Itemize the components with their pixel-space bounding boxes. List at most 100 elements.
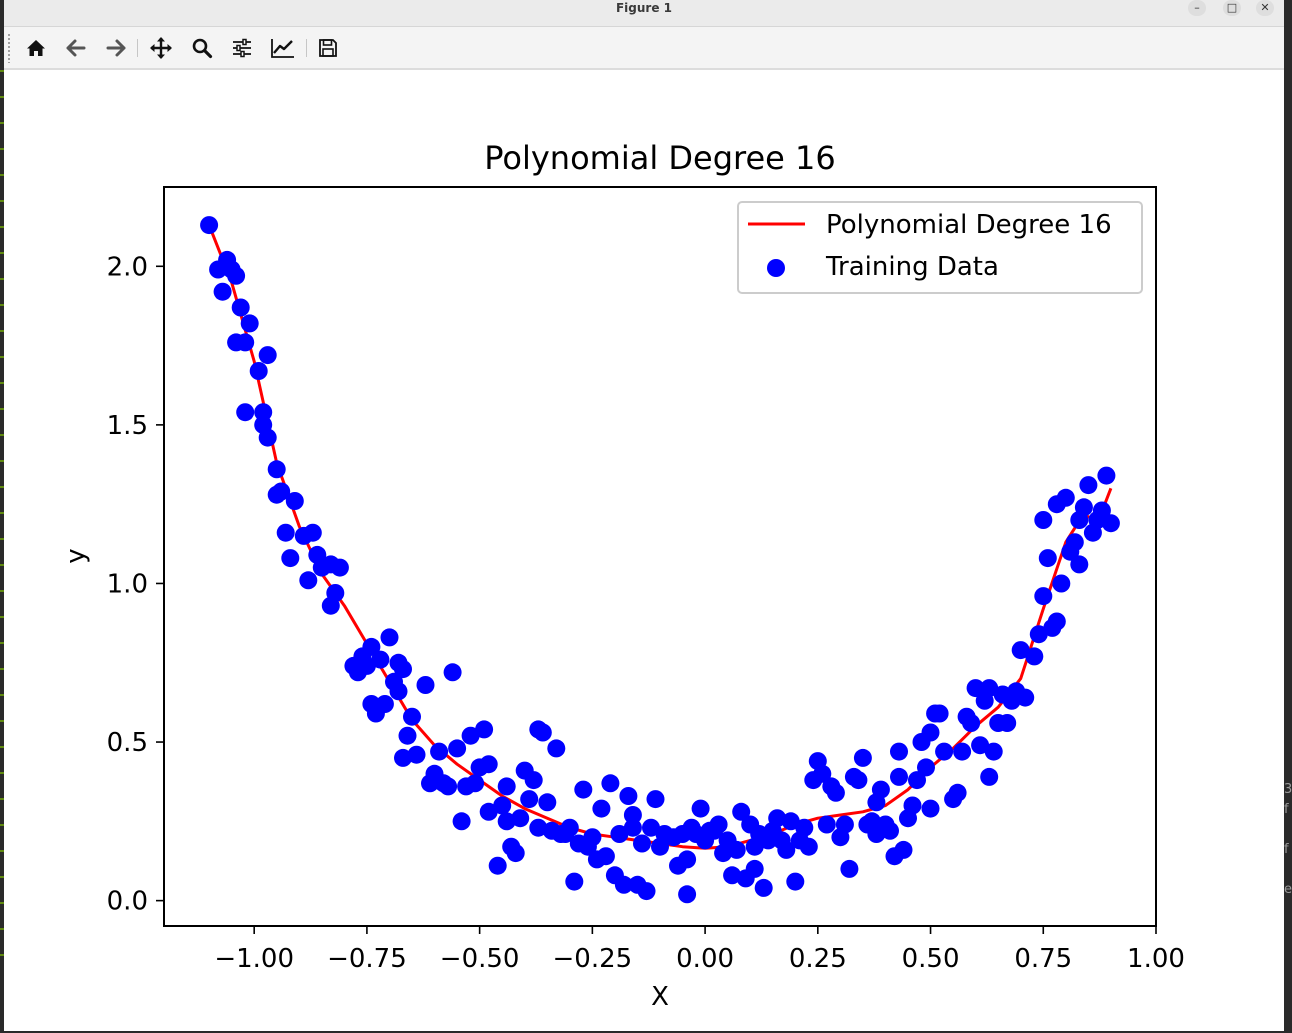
- data-point: [497, 812, 516, 831]
- y-tick-label: 1.5: [107, 411, 148, 441]
- data-point: [795, 818, 814, 837]
- data-point: [538, 793, 557, 812]
- data-point: [1029, 625, 1048, 644]
- toolbar-grip[interactable]: [7, 33, 11, 63]
- data-point: [479, 755, 498, 774]
- data-point: [231, 298, 250, 317]
- data-point: [520, 790, 539, 809]
- data-point: [511, 809, 530, 828]
- x-tick-label: −1.00: [214, 944, 294, 974]
- data-point: [921, 723, 940, 742]
- maximize-button[interactable]: □: [1223, 0, 1241, 16]
- x-tick-label: 0.00: [676, 944, 734, 974]
- background-terminal-strip: [0, 60, 4, 960]
- data-point: [416, 676, 435, 694]
- chart-title: Polynomial Degree 16: [484, 139, 836, 177]
- data-point: [249, 362, 268, 380]
- data-point: [1034, 511, 1053, 529]
- data-point: [380, 628, 399, 647]
- data-point: [533, 723, 552, 742]
- back-icon: [66, 39, 86, 57]
- data-point: [299, 571, 318, 590]
- data-point: [506, 844, 525, 863]
- data-point: [1047, 612, 1066, 631]
- chart[interactable]: Polynomial Degree 16 −1.00 −0.75 −0.50 −0.2…: [4, 70, 1284, 1031]
- data-point: [236, 333, 255, 352]
- data-point: [281, 549, 300, 568]
- figure-canvas[interactable]: Polynomial Degree 16 −1.00 −0.75 −0.50 −0.2…: [4, 70, 1284, 1031]
- data-point: [258, 428, 277, 447]
- customize-button[interactable]: [270, 35, 296, 61]
- data-point: [267, 460, 286, 479]
- data-point: [930, 704, 949, 723]
- data-point: [619, 787, 638, 805]
- subplots-button[interactable]: [229, 35, 255, 61]
- data-point: [326, 584, 345, 602]
- minimize-icon: –: [1194, 1, 1200, 14]
- data-point: [466, 774, 485, 793]
- data-point: [853, 748, 872, 767]
- data-point: [799, 837, 818, 856]
- data-point: [439, 777, 458, 796]
- figure-window: Figure 1 – □ ✕: [4, 0, 1284, 1031]
- data-point: [236, 403, 255, 422]
- data-point: [1038, 549, 1057, 568]
- series-line-polynomial: [207, 224, 1113, 850]
- data-point: [574, 780, 593, 799]
- data-point: [917, 758, 935, 777]
- save-icon: [319, 39, 337, 57]
- data-point: [890, 767, 908, 786]
- data-point: [908, 771, 926, 790]
- legend: Polynomial Degree 16 Training Data: [737, 201, 1143, 294]
- close-button[interactable]: ✕: [1256, 0, 1274, 16]
- data-point: [227, 266, 246, 285]
- maximize-icon: □: [1226, 1, 1238, 14]
- data-point: [407, 745, 426, 764]
- data-point: [448, 739, 467, 758]
- home-button[interactable]: [23, 35, 49, 61]
- data-point: [980, 679, 999, 698]
- data-point: [430, 742, 449, 761]
- x-axis-label: X: [651, 982, 669, 1012]
- zoom-button[interactable]: [189, 35, 215, 61]
- y-axis-label: y: [61, 548, 91, 563]
- data-point: [583, 828, 602, 847]
- save-button[interactable]: [315, 35, 341, 61]
- zoom-icon: [192, 38, 213, 59]
- data-point: [475, 720, 494, 739]
- data-point: [777, 840, 796, 859]
- data-point: [303, 523, 322, 542]
- data-point: [547, 739, 566, 758]
- data-point: [452, 812, 471, 831]
- data-point: [935, 742, 954, 761]
- forward-button[interactable]: [103, 35, 129, 61]
- data-point: [375, 695, 394, 713]
- data-point: [971, 736, 990, 755]
- data-point: [1079, 476, 1098, 495]
- x-tick-label: 1.00: [1127, 944, 1185, 974]
- data-point: [258, 346, 277, 365]
- data-point: [903, 796, 922, 815]
- x-tick-label: −0.50: [440, 944, 520, 974]
- data-point: [642, 818, 660, 837]
- data-point: [623, 818, 642, 837]
- window-title: Figure 1: [615, 1, 673, 15]
- data-point: [727, 840, 746, 859]
- data-point: [980, 767, 999, 786]
- data-point: [560, 818, 579, 837]
- legend-marker-swatch: [767, 259, 785, 277]
- navigation-toolbar: [4, 27, 1284, 70]
- forward-icon: [106, 39, 126, 57]
- data-point: [849, 771, 868, 790]
- pan-button[interactable]: [148, 35, 174, 61]
- x-tick-label: −0.75: [327, 944, 407, 974]
- data-point: [1101, 514, 1120, 533]
- data-point: [1016, 688, 1035, 707]
- data-point: [962, 714, 981, 732]
- data-point: [881, 821, 899, 840]
- back-button[interactable]: [63, 35, 89, 61]
- data-point: [330, 558, 349, 577]
- minimize-button[interactable]: –: [1188, 0, 1206, 16]
- data-point: [1097, 466, 1116, 485]
- data-point: [213, 282, 232, 301]
